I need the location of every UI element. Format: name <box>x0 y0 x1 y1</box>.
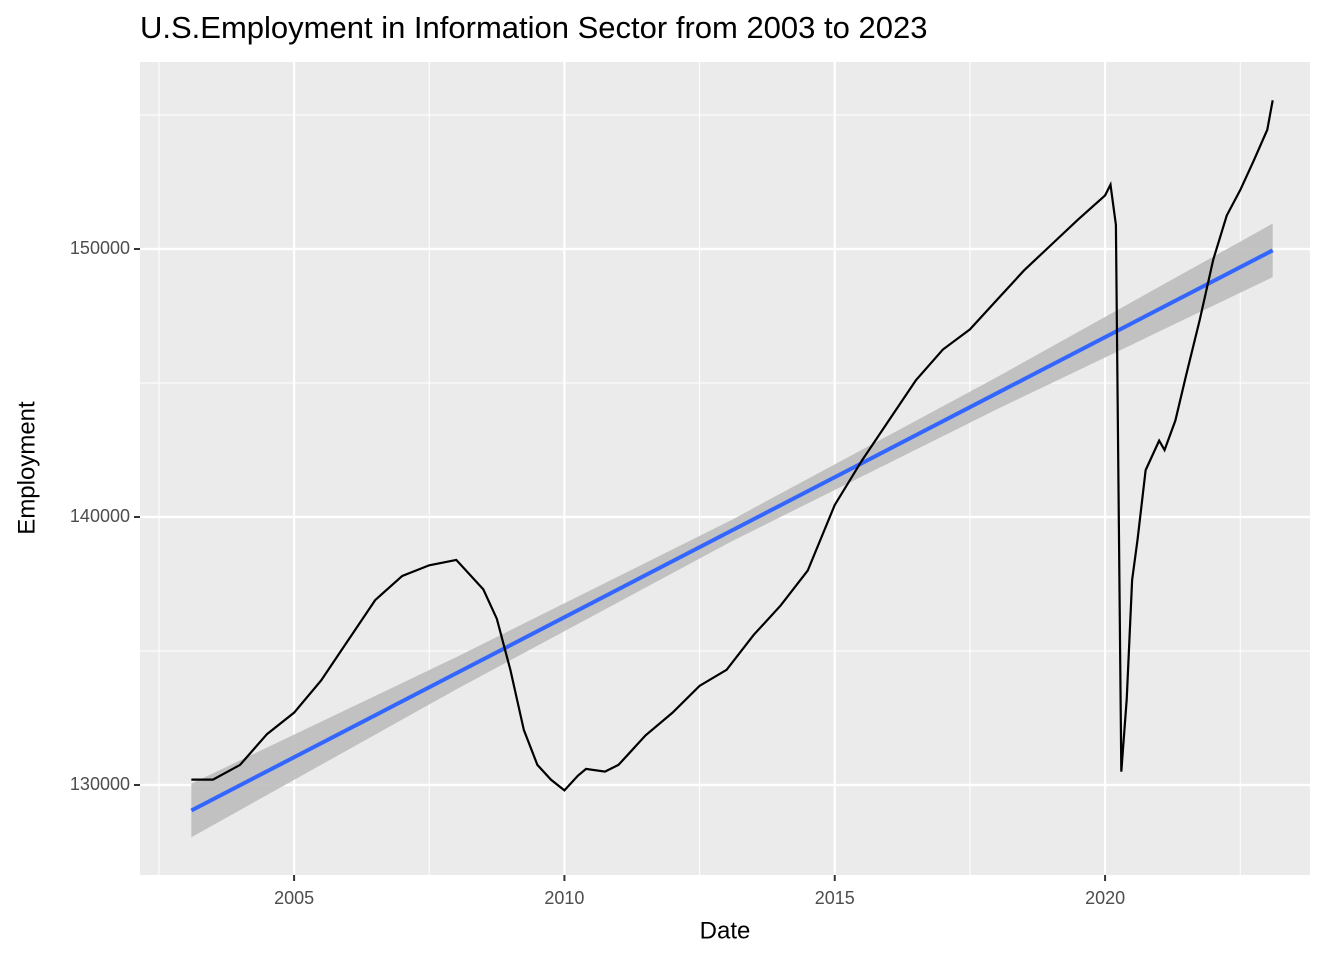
data-line <box>191 100 1274 792</box>
y-tick-label: 130000 <box>70 774 130 794</box>
chart-title: U.S.Employment in Information Sector fro… <box>140 10 927 45</box>
y-tick-label: 140000 <box>70 506 130 526</box>
x-tick-label: 2015 <box>815 888 855 908</box>
x-axis-label: Date <box>700 917 751 944</box>
x-tick-label: 2005 <box>274 888 314 908</box>
trend-line <box>190 248 1274 813</box>
x-tick-label: 2010 <box>544 888 584 908</box>
y-axis-label: Employment <box>13 401 40 535</box>
y-tick-label: 150000 <box>70 238 130 258</box>
x-tick-label: 2020 <box>1085 888 1125 908</box>
